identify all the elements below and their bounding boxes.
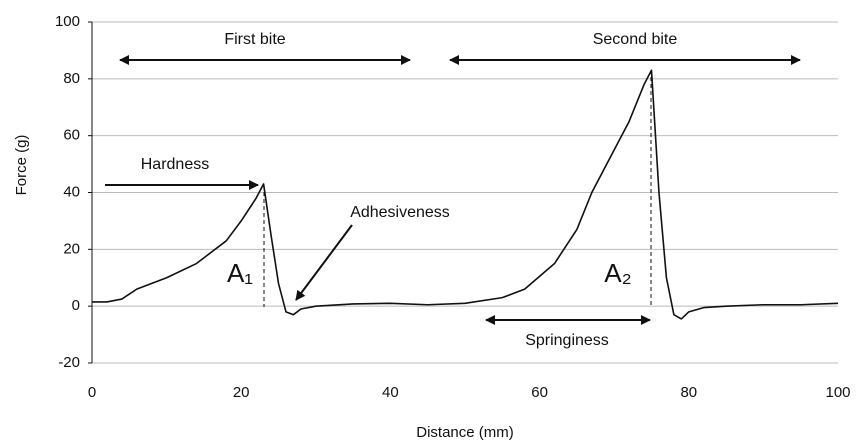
- x-tick-label: 20: [233, 384, 250, 401]
- y-tick-label: 60: [63, 127, 80, 144]
- arrow: [295, 224, 353, 301]
- annotation: Hardness: [141, 156, 209, 173]
- annotations: First bite Second bite Hardness Adhesive…: [105, 31, 801, 349]
- x-tick-label: 100: [825, 384, 850, 401]
- y-tick-label: 100: [55, 13, 80, 30]
- x-tick-label: 60: [531, 384, 548, 401]
- x-tick-label: 0: [88, 384, 96, 401]
- y-tick-label: 0: [72, 297, 80, 314]
- y-tick-label: 80: [63, 70, 80, 87]
- data-line: [92, 69, 839, 320]
- annotation: Springiness: [525, 332, 609, 349]
- y-tick-label: 40: [63, 183, 80, 200]
- annotation: Second bite: [593, 31, 678, 48]
- y-tick-label: 20: [63, 240, 80, 257]
- annotation: A₁: [227, 258, 253, 288]
- x-tick-label: 80: [680, 384, 697, 401]
- x-tick-label: 40: [382, 384, 399, 401]
- x-axis-label: Distance (mm): [416, 424, 514, 441]
- y-tick-label: -20: [58, 354, 80, 371]
- grid: [92, 21, 838, 364]
- annotation: First bite: [224, 31, 285, 48]
- annotation: Adhesiveness: [350, 204, 450, 221]
- annotation: A₂: [604, 258, 631, 288]
- y-axis-label: Force (g): [13, 135, 30, 196]
